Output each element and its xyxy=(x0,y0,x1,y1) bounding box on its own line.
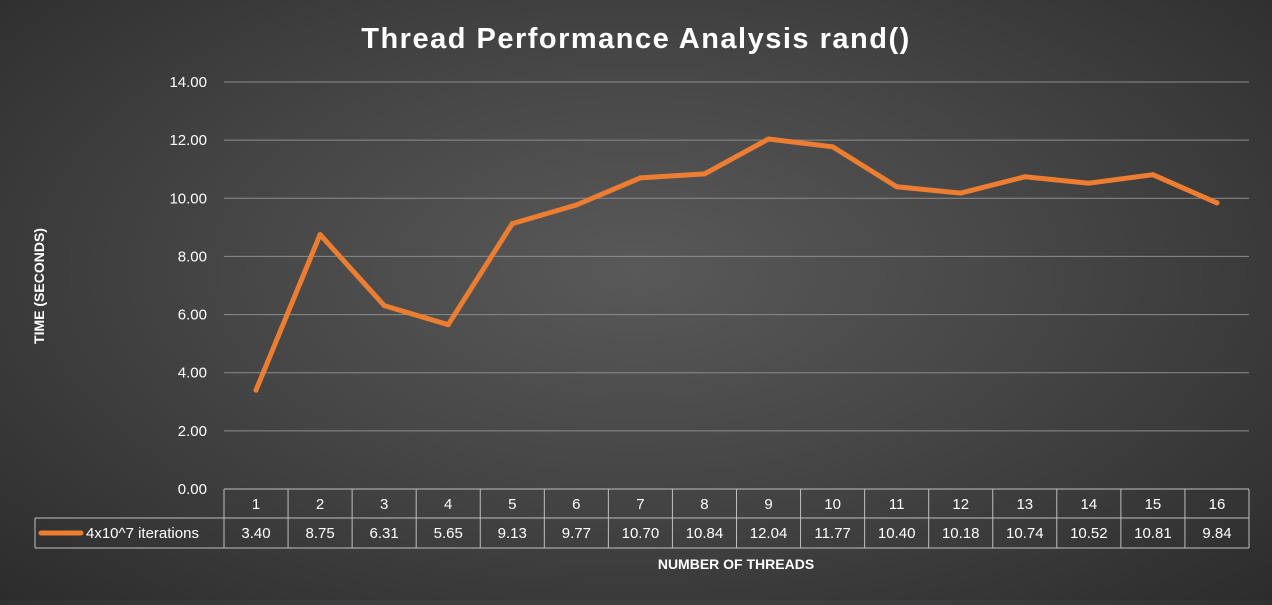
gridlines xyxy=(224,81,1249,432)
data-label: 3.40 xyxy=(241,525,270,542)
data-label: 9.13 xyxy=(498,525,527,542)
data-label: 9.84 xyxy=(1202,525,1231,542)
x-tick-label: 8 xyxy=(700,496,708,513)
data-point xyxy=(253,387,259,393)
x-axis-title: NUMBER OF THREADS xyxy=(658,556,814,572)
y-axis-ticks: 0.00 2.00 4.00 6.00 8.00 10.00 12.00 14.00 xyxy=(169,74,207,498)
x-tick-label: 12 xyxy=(952,496,969,513)
y-tick-label: 14.00 xyxy=(169,74,207,91)
data-point xyxy=(830,144,836,150)
data-point xyxy=(701,171,707,177)
data-point xyxy=(1086,180,1092,186)
y-axis-title: TIME (SECONDS) xyxy=(31,228,47,344)
y-tick-label: 8.00 xyxy=(178,248,207,265)
data-point xyxy=(317,232,323,238)
data-label: 10.74 xyxy=(1006,525,1044,542)
data-label: 10.18 xyxy=(942,525,980,542)
x-tick-label: 7 xyxy=(636,496,644,513)
data-point xyxy=(958,190,964,196)
x-tick-label: 10 xyxy=(824,496,841,513)
x-tick-label: 11 xyxy=(889,496,905,513)
legend-label: 4x10^7 iterations xyxy=(86,525,199,542)
chart-title: Thread Performance Analysis rand() xyxy=(361,23,911,55)
data-point xyxy=(573,202,579,208)
data-label: 10.70 xyxy=(622,525,660,542)
x-tick-label: 15 xyxy=(1145,496,1162,513)
data-label: 11.77 xyxy=(814,525,850,542)
data-label: 10.84 xyxy=(686,525,724,542)
y-tick-label: 2.00 xyxy=(178,423,207,440)
x-tick-label: 9 xyxy=(764,496,772,513)
x-tick-label: 6 xyxy=(572,496,580,513)
data-label: 10.52 xyxy=(1070,525,1108,542)
x-tick-label: 13 xyxy=(1016,496,1033,513)
x-tick-label: 3 xyxy=(380,496,388,513)
y-tick-label: 12.00 xyxy=(169,132,207,149)
data-label: 6.31 xyxy=(370,525,399,542)
data-point xyxy=(509,221,515,227)
data-label: 8.75 xyxy=(305,525,334,542)
x-tick-label: 1 xyxy=(252,496,260,513)
data-label: 12.04 xyxy=(750,525,788,542)
x-tick-label: 5 xyxy=(508,496,516,513)
y-tick-label: 4.00 xyxy=(178,365,207,382)
data-point xyxy=(445,322,451,328)
data-point xyxy=(1150,172,1156,178)
data-point xyxy=(1022,174,1028,180)
data-label: 10.40 xyxy=(878,525,916,542)
data-label: 9.77 xyxy=(562,525,591,542)
y-tick-label: 10.00 xyxy=(169,190,207,207)
y-tick-label: 6.00 xyxy=(178,307,207,324)
x-tick-label: 2 xyxy=(316,496,324,513)
data-label: 5.65 xyxy=(434,525,463,542)
data-point xyxy=(637,175,643,181)
data-label: 10.81 xyxy=(1134,525,1172,542)
x-tick-label: 14 xyxy=(1081,496,1098,513)
x-tick-label: 16 xyxy=(1209,496,1226,513)
x-tick-label: 4 xyxy=(444,496,452,513)
plot-area xyxy=(253,136,1220,393)
data-point xyxy=(766,136,772,142)
data-point xyxy=(381,303,387,309)
data-point xyxy=(1214,200,1220,206)
y-tick-label: 0.00 xyxy=(178,481,207,498)
series-line xyxy=(253,136,1220,393)
data-point xyxy=(894,184,900,190)
